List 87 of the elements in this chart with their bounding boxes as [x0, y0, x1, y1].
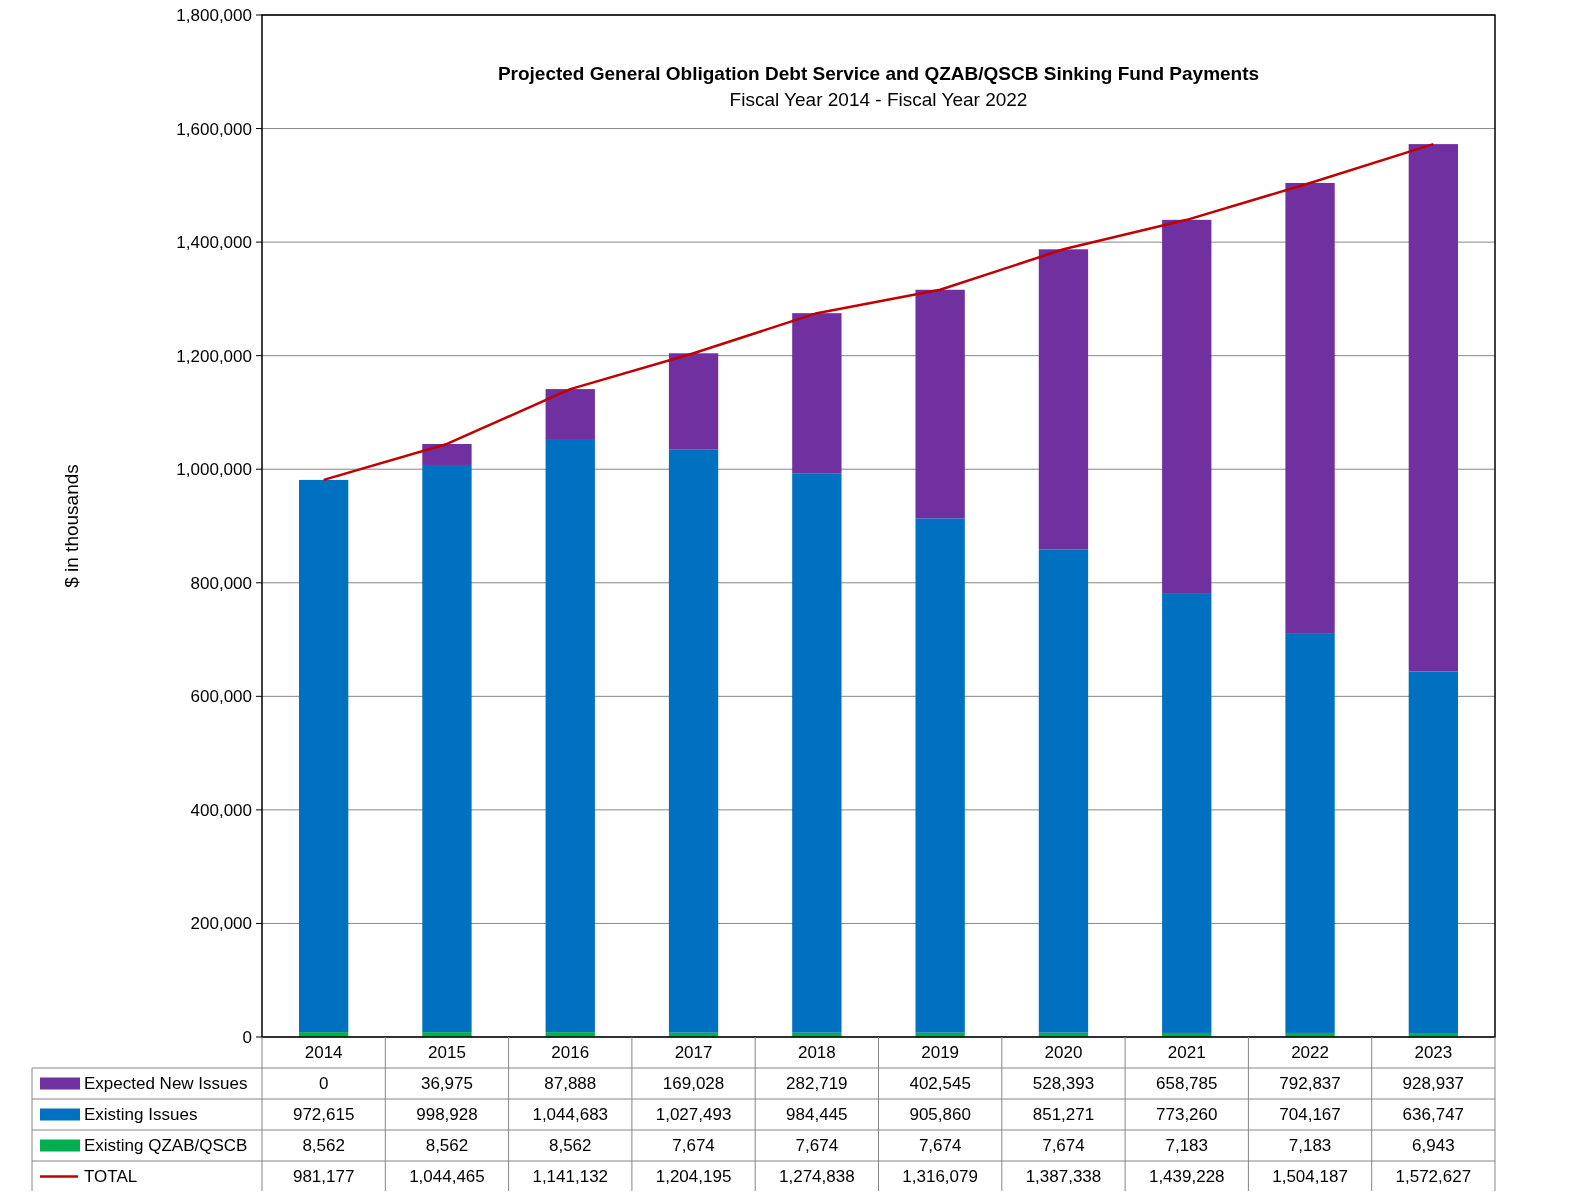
- data-label: 636,747: [1402, 1105, 1465, 1125]
- data-label: 773,260: [1156, 1105, 1218, 1125]
- y-tick-label: 800,000: [190, 573, 252, 593]
- data-label: 7,183: [1165, 1136, 1209, 1156]
- bar: [1408, 671, 1459, 1034]
- data-label: 972,615: [292, 1105, 355, 1125]
- data-label: 7,674: [918, 1136, 962, 1156]
- data-label: 1,439,228: [1148, 1167, 1225, 1187]
- bar: [545, 438, 595, 1033]
- text: Fiscal Year 2014 - Fiscal Year 2022: [729, 89, 1028, 110]
- data-label: 792,837: [1279, 1074, 1341, 1094]
- data-label: 7,674: [795, 1136, 839, 1156]
- x-tick-label: 2015: [428, 1042, 466, 1062]
- y-tick-label: 1,400,000: [176, 233, 252, 253]
- y-axis-title: $ in thousands: [61, 464, 82, 588]
- x-tick-label: 2020: [1044, 1042, 1083, 1062]
- bar: [298, 479, 349, 1033]
- data-label: 1,044,683: [532, 1105, 609, 1125]
- y-tick-label: 200,000: [190, 914, 252, 934]
- data-label: 1,204,195: [655, 1167, 732, 1187]
- bar: [915, 289, 965, 519]
- data-label: 905,860: [909, 1105, 971, 1125]
- y-tick-label: 1,000,000: [176, 460, 252, 480]
- data-label: 402,545: [909, 1074, 971, 1094]
- data-label: 169,028: [662, 1074, 725, 1094]
- x-tick-label: 2017: [674, 1042, 713, 1062]
- x-tick-label: 2014: [304, 1042, 343, 1062]
- data-label: 1,141,132: [532, 1167, 609, 1187]
- y-tick-label: 600,000: [190, 687, 252, 707]
- x-tick-label: 2022: [1291, 1042, 1329, 1062]
- x-tick-label: 2018: [797, 1042, 836, 1062]
- bar: [915, 518, 965, 1033]
- data-label: 7,674: [1042, 1136, 1085, 1156]
- data-label: 36,975: [420, 1074, 473, 1094]
- y-tick-label: 1,200,000: [176, 346, 252, 366]
- data-label: 1,504,187: [1272, 1167, 1348, 1187]
- x-tick-label: 2021: [1167, 1042, 1206, 1062]
- data-label: 998,928: [416, 1105, 478, 1125]
- data-label: 8,562: [548, 1136, 592, 1156]
- data-label: 87,888: [544, 1074, 597, 1094]
- y-tick-label: 1,600,000: [176, 119, 252, 139]
- data-label: 282,719: [786, 1074, 848, 1094]
- y-tick-label: 1,800,000: [176, 5, 252, 25]
- x-tick-label: 2019: [921, 1042, 960, 1062]
- data-label: 528,393: [1032, 1074, 1095, 1094]
- bar: [1038, 549, 1089, 1033]
- x-tick-label: 2023: [1414, 1042, 1453, 1062]
- data-label: 984,445: [786, 1105, 848, 1125]
- line-series: [322, 142, 1435, 482]
- bar: [1285, 633, 1335, 1033]
- data-label: 981,177: [292, 1167, 355, 1187]
- legend-label: Existing Issues: [84, 1105, 198, 1125]
- legend-label: Existing QZAB/QSCB: [84, 1136, 248, 1156]
- data-label: 7,183: [1288, 1136, 1332, 1156]
- bar: [792, 473, 842, 1033]
- data-label: 1,316,079: [902, 1167, 978, 1187]
- x-tick-label: 2016: [551, 1042, 590, 1062]
- bar: [668, 353, 719, 450]
- bar: [1162, 219, 1212, 594]
- data-label: 8,562: [302, 1136, 345, 1156]
- bar: [792, 313, 842, 474]
- bar: [422, 443, 472, 465]
- data-label: 1,274,838: [779, 1167, 855, 1187]
- bar: [545, 389, 595, 439]
- bar: [1162, 593, 1212, 1033]
- data-label: 704,167: [1279, 1105, 1341, 1125]
- bar: [1038, 249, 1089, 550]
- y-tick-label: 400,000: [190, 800, 252, 820]
- data-label: 851,271: [1032, 1105, 1095, 1125]
- bar: [1285, 182, 1335, 634]
- y-tick-label: 0: [242, 1027, 252, 1047]
- bar: [1408, 144, 1459, 672]
- bar: [422, 464, 472, 1033]
- data-label: 6,943: [1412, 1136, 1455, 1156]
- data-label: 1,387,338: [1025, 1167, 1102, 1187]
- legend-label: TOTAL: [84, 1167, 138, 1187]
- legend-label: Expected New Issues: [84, 1074, 248, 1094]
- data-label: 1,044,465: [409, 1167, 485, 1187]
- data-label: 658,785: [1156, 1074, 1218, 1094]
- data-label: 928,937: [1402, 1074, 1465, 1094]
- text: Projected General Obligation Debt Service and QZAB/QSCB Sinking Fund Payments: [497, 63, 1260, 84]
- data-label: 1,572,627: [1395, 1167, 1472, 1187]
- data-label: 7,674: [672, 1136, 715, 1156]
- bar: [668, 449, 719, 1033]
- data-label: 8,562: [425, 1136, 469, 1156]
- data-label: 1,027,493: [655, 1105, 732, 1125]
- data-label: 0: [318, 1074, 329, 1094]
